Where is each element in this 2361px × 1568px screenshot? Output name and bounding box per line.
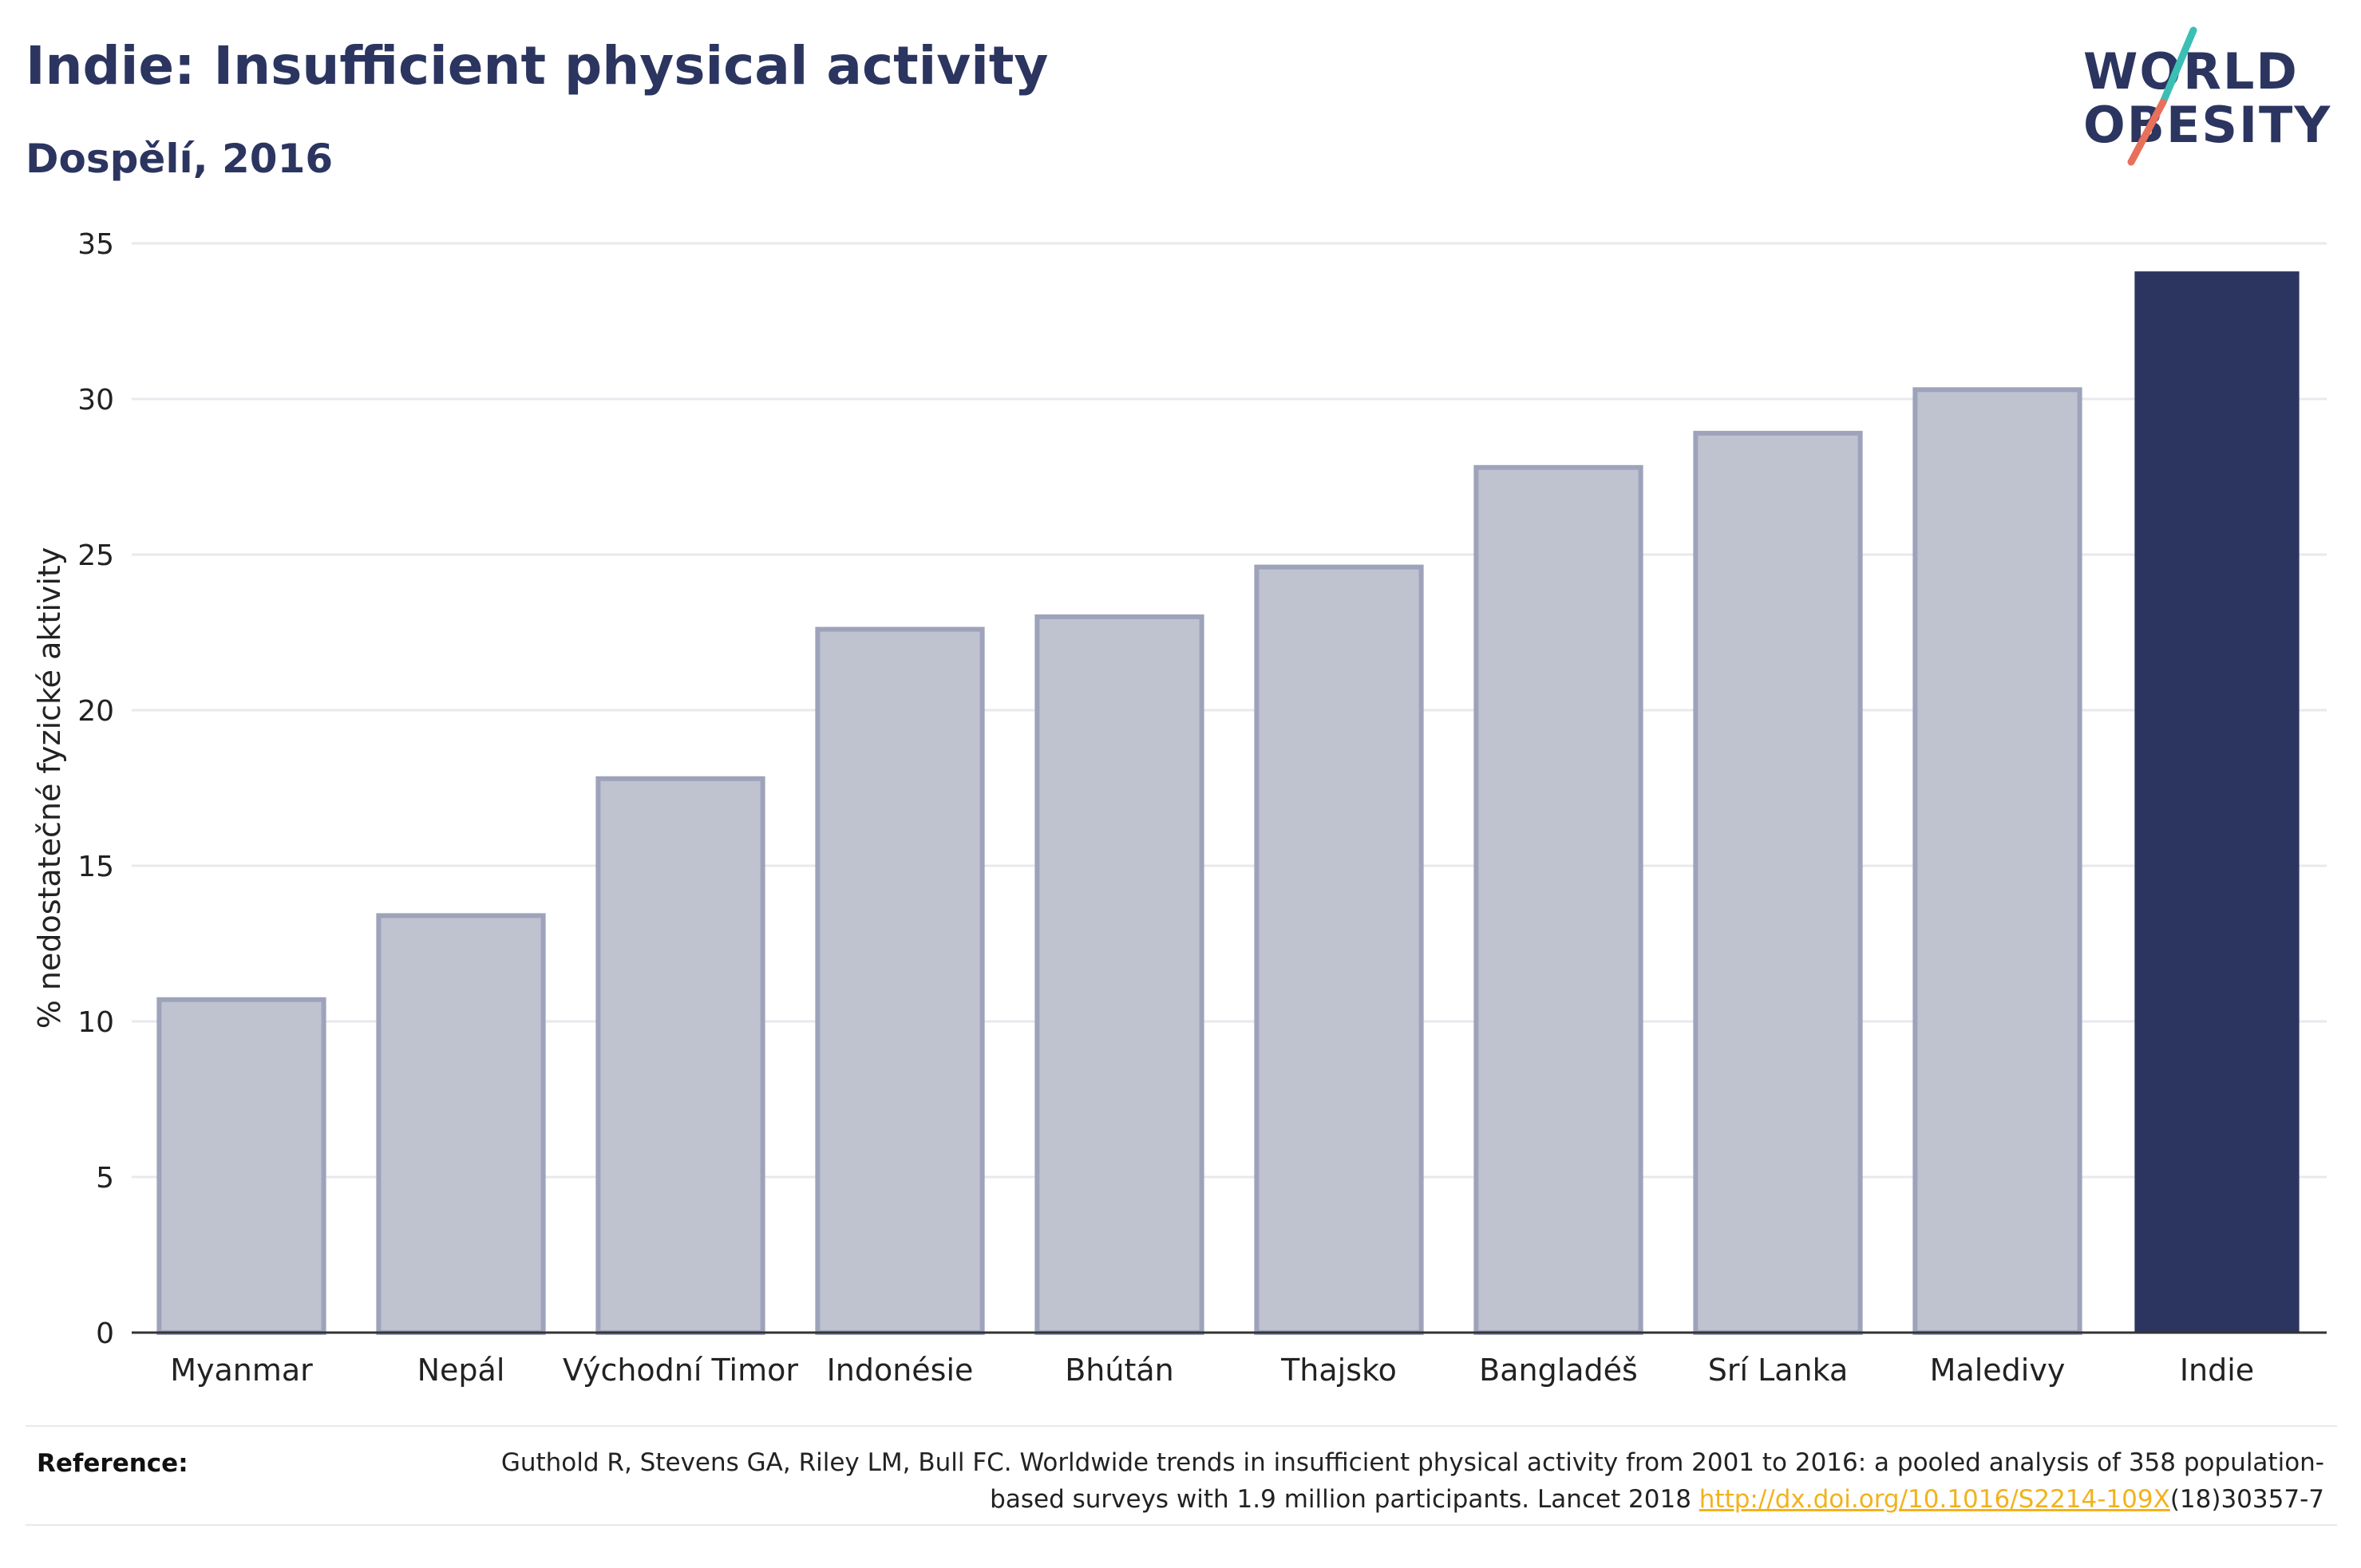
bar-nep-l <box>376 913 546 1335</box>
reference-divider-bottom <box>26 1524 2337 1526</box>
x-tick-label: Maledivy <box>1930 1353 2066 1388</box>
x-tick-label: Bhútán <box>1065 1353 1174 1388</box>
bar-banglad- <box>1473 464 1643 1335</box>
bar-sr-lanka <box>1693 430 1863 1335</box>
x-tick-label: Bangladéš <box>1479 1353 1638 1388</box>
bar-thajsko <box>1254 564 1424 1335</box>
logo-text-world: WORLD <box>2083 42 2299 101</box>
bar-v-chodn-timor <box>595 776 765 1335</box>
x-tick-label: Východní Timor <box>563 1353 798 1388</box>
y-tick-label: 20 <box>77 695 114 728</box>
x-tick-label: Indie <box>2180 1353 2254 1388</box>
x-tick-label: Srí Lanka <box>1708 1353 1849 1388</box>
bar-maledivy <box>1912 387 2082 1335</box>
y-tick-label: 10 <box>77 1006 114 1039</box>
y-tick-label: 25 <box>77 539 114 572</box>
bar-indon-sie <box>815 626 985 1335</box>
page-subtitle: Dospělí, 2016 <box>26 136 334 182</box>
bar-indie <box>2134 271 2300 1333</box>
reference-citation: Guthold R, Stevens GA, Riley LM, Bull FC… <box>500 1448 2324 1514</box>
reference-divider-top <box>26 1425 2337 1427</box>
y-axis-label: % nedostatečné fyzické aktivity <box>32 547 67 1029</box>
y-tick-label: 15 <box>77 851 114 883</box>
y-tick-label: 30 <box>77 384 114 417</box>
bar-chart: 0 5 10 15 20 25 30 35 Myanmar Nepál Východní Timor… <box>32 228 2327 1388</box>
bar-myanmar <box>156 997 326 1335</box>
reference-text: Guthold R, Stevens GA, Riley LM, Bull FC… <box>488 1444 2324 1518</box>
y-tick-label: 5 <box>96 1162 114 1195</box>
logo-slash-icon <box>2127 26 2197 166</box>
x-tick-label: Myanmar <box>170 1353 313 1388</box>
x-tick-label: Nepál <box>417 1353 505 1388</box>
world-obesity-logo: WORLD OBESITY <box>2083 22 2347 170</box>
reference-label: Reference: <box>37 1449 188 1478</box>
x-tick-label: Thajsko <box>1280 1353 1397 1388</box>
page-title: Indie: Insufficient physical activity <box>26 35 1049 97</box>
reference-doi-link[interactable]: http://dx.doi.org/10.1016/S2214-109X <box>1699 1485 2170 1514</box>
x-tick-label: Indonésie <box>827 1353 974 1388</box>
logo-text-obesity: OBESITY <box>2083 96 2332 154</box>
bar-bh-t-n <box>1034 614 1204 1335</box>
y-tick-label: 0 <box>96 1317 114 1350</box>
y-tick-label: 35 <box>77 228 114 261</box>
reference-citation-suffix: (18)30357-7 <box>2169 1485 2324 1514</box>
